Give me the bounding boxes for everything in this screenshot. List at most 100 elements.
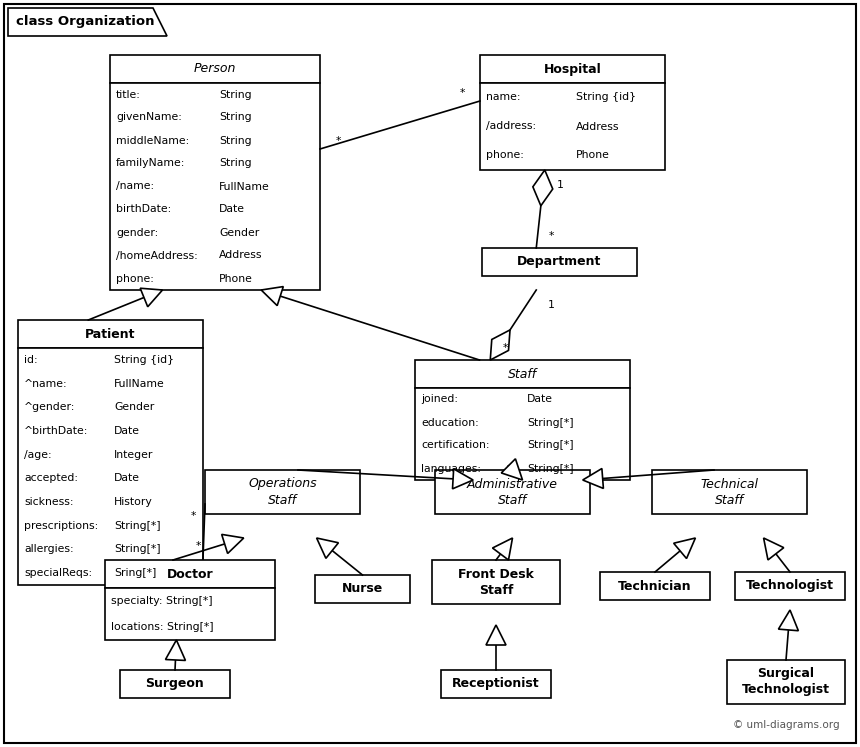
Text: Sring[*]: Sring[*]	[114, 568, 157, 578]
Text: Address: Address	[576, 122, 620, 131]
Text: Hospital: Hospital	[544, 63, 601, 75]
Text: String: String	[219, 135, 252, 146]
Text: Technician: Technician	[618, 580, 691, 592]
Text: Receptionist: Receptionist	[452, 678, 540, 690]
Text: 1: 1	[556, 180, 563, 190]
Bar	[480, 55, 665, 83]
Polygon shape	[533, 170, 553, 205]
Text: *: *	[502, 343, 508, 353]
Polygon shape	[764, 538, 783, 560]
Text: String: String	[219, 90, 252, 99]
Text: String: String	[219, 158, 252, 169]
Text: gender:: gender:	[116, 228, 158, 238]
Text: String[*]: String[*]	[527, 441, 574, 450]
Polygon shape	[261, 287, 283, 306]
Text: Front Desk
Staff: Front Desk Staff	[458, 568, 534, 597]
Text: specialty: String[*]: specialty: String[*]	[111, 596, 212, 606]
Polygon shape	[778, 610, 798, 630]
Bar	[435, 470, 590, 514]
Text: class Organization: class Organization	[16, 16, 155, 28]
Text: sickness:: sickness:	[24, 497, 73, 507]
Bar	[735, 572, 845, 600]
Bar	[315, 575, 410, 603]
Text: name:: name:	[486, 93, 520, 102]
Bar	[205, 470, 360, 514]
Text: ^gender:: ^gender:	[24, 402, 76, 412]
Text: Date: Date	[114, 426, 140, 436]
Bar	[415, 388, 630, 480]
Bar	[652, 470, 807, 514]
Text: birthDate:: birthDate:	[116, 205, 171, 214]
Text: givenName:: givenName:	[116, 113, 181, 123]
Text: String: String	[219, 113, 252, 123]
Text: familyName:: familyName:	[116, 158, 186, 169]
Text: allergies:: allergies:	[24, 545, 74, 554]
Text: Staff: Staff	[508, 368, 537, 380]
Text: *: *	[195, 542, 200, 551]
Text: History: History	[114, 497, 153, 507]
Text: specialReqs:: specialReqs:	[24, 568, 92, 578]
Text: FullName: FullName	[114, 379, 165, 388]
Bar	[110, 55, 320, 83]
Text: String[*]: String[*]	[527, 463, 574, 474]
Polygon shape	[673, 538, 696, 559]
Text: Surgical
Technologist: Surgical Technologist	[742, 668, 830, 696]
Text: ^birthDate:: ^birthDate:	[24, 426, 89, 436]
Polygon shape	[501, 459, 523, 480]
Text: Technical
Staff: Technical Staff	[701, 477, 759, 506]
Text: certification:: certification:	[421, 441, 489, 450]
Text: Technologist: Technologist	[746, 580, 834, 592]
Text: education:: education:	[421, 418, 479, 427]
Text: Patient: Patient	[85, 327, 136, 341]
Text: accepted:: accepted:	[24, 474, 78, 483]
Text: *: *	[335, 136, 341, 146]
Text: id:: id:	[24, 355, 38, 365]
Text: /name:: /name:	[116, 182, 154, 191]
Text: Phone: Phone	[219, 273, 253, 284]
Text: Administrative
Staff: Administrative Staff	[467, 477, 558, 506]
Text: Surgeon: Surgeon	[145, 678, 205, 690]
Text: String {id}: String {id}	[114, 355, 175, 365]
Bar	[600, 572, 710, 600]
Polygon shape	[493, 538, 513, 560]
Polygon shape	[316, 538, 339, 558]
Text: Doctor: Doctor	[167, 568, 213, 580]
Bar	[18, 320, 203, 348]
Text: joined:: joined:	[421, 394, 458, 404]
Polygon shape	[486, 625, 506, 645]
Text: Address: Address	[219, 250, 262, 261]
Polygon shape	[140, 288, 163, 307]
Bar	[110, 83, 320, 290]
Text: Person: Person	[194, 63, 236, 75]
Text: © uml-diagrams.org: © uml-diagrams.org	[734, 720, 840, 730]
Bar	[727, 660, 845, 704]
Text: Integer: Integer	[114, 450, 154, 459]
Text: title:: title:	[116, 90, 141, 99]
Polygon shape	[452, 469, 473, 489]
Polygon shape	[8, 8, 167, 36]
Text: /address:: /address:	[486, 122, 536, 131]
Bar	[415, 360, 630, 388]
Text: Department: Department	[518, 255, 602, 268]
Bar	[432, 560, 560, 604]
Bar	[120, 670, 230, 698]
Bar	[482, 248, 637, 276]
Text: Date: Date	[527, 394, 553, 404]
Text: phone:: phone:	[486, 150, 524, 161]
Text: Gender: Gender	[219, 228, 260, 238]
Text: FullName: FullName	[219, 182, 270, 191]
Text: *: *	[190, 511, 196, 521]
Text: /homeAddress:: /homeAddress:	[116, 250, 198, 261]
Bar	[18, 348, 203, 585]
Bar	[480, 83, 665, 170]
Text: Date: Date	[219, 205, 245, 214]
Text: *: *	[459, 88, 464, 98]
Text: String[*]: String[*]	[527, 418, 574, 427]
Text: /age:: /age:	[24, 450, 52, 459]
Text: String[*]: String[*]	[114, 521, 161, 531]
Bar	[105, 588, 275, 640]
Text: languages:: languages:	[421, 463, 481, 474]
Text: Phone: Phone	[576, 150, 610, 161]
Text: *: *	[549, 231, 554, 241]
Text: String[*]: String[*]	[114, 545, 161, 554]
